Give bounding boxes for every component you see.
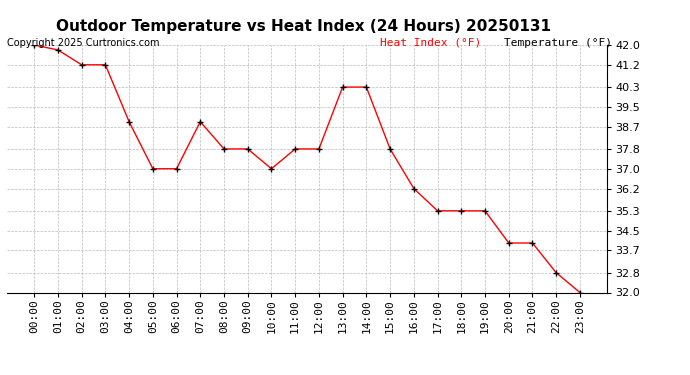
Text: Copyright 2025 Curtronics.com: Copyright 2025 Curtronics.com xyxy=(7,38,159,48)
Text: Heat Index (°F): Heat Index (°F) xyxy=(380,38,481,48)
Text: Outdoor Temperature vs Heat Index (24 Hours) 20250131: Outdoor Temperature vs Heat Index (24 Ho… xyxy=(56,19,551,34)
Text: Temperature (°F): Temperature (°F) xyxy=(504,38,612,48)
